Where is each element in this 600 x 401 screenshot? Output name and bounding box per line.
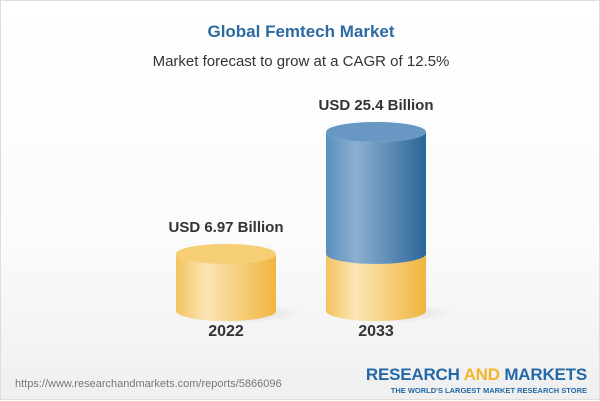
logo-text: RESEARCH: [365, 365, 464, 384]
bar-growth-segment-top: [326, 121, 426, 142]
bar-growth-segment: [326, 131, 426, 264]
chart-title: Global Femtech Market: [207, 22, 395, 41]
chart-subtitle: Market forecast to grow at a CAGR of 12.…: [152, 53, 450, 70]
logo-text-and: AND: [463, 365, 500, 384]
logo-text: MARKETS: [499, 365, 587, 384]
source-url[interactable]: https://www.researchandmarkets.com/repor…: [15, 378, 282, 390]
bar-2022-base: [176, 253, 276, 321]
bar-base-segment: [326, 253, 426, 321]
data-label: USD 6.97 Billion: [168, 219, 283, 236]
bar-2022-base-top: [176, 243, 276, 264]
x-tick-label: 2022: [208, 323, 244, 340]
logo-tagline: THE WORLD'S LARGEST MARKET RESEARCH STOR…: [390, 386, 587, 395]
x-tick-label: 2033: [358, 323, 394, 340]
data-label: USD 25.4 Billion: [318, 97, 433, 114]
research-and-markets-logo: RESEARCH AND MARKETS THE WORLD'S LARGEST…: [366, 365, 587, 395]
